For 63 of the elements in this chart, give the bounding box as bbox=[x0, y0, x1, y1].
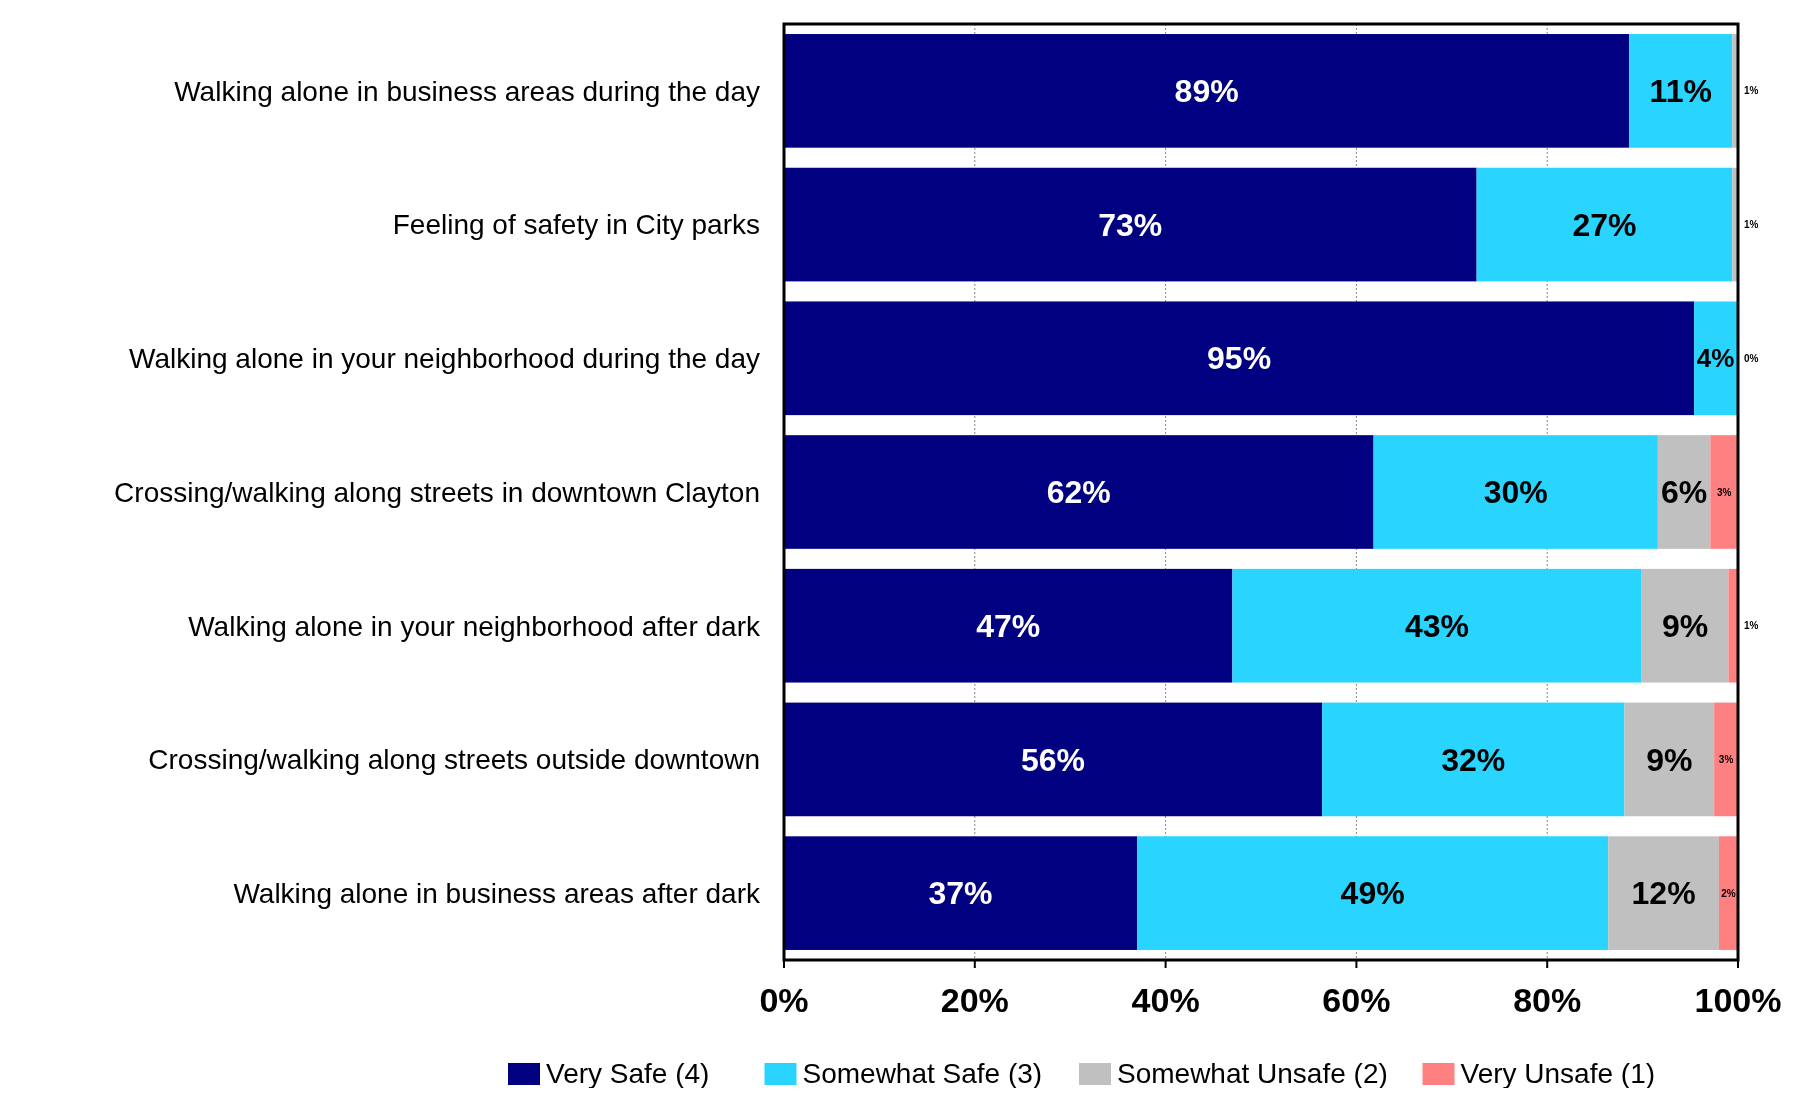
bar bbox=[1476, 167, 1733, 282]
legend-label: Very Unsafe (1) bbox=[1460, 1058, 1656, 1089]
y-tick-label: Walking alone in your neighborhood during the day bbox=[129, 343, 760, 375]
data-label: 12% bbox=[1631, 875, 1696, 912]
data-label: 3% bbox=[1716, 486, 1732, 498]
data-label: 56% bbox=[1021, 741, 1086, 778]
data-label: 95% bbox=[1207, 340, 1272, 377]
x-tick-label: 20% bbox=[940, 981, 1009, 1019]
data-label: 32% bbox=[1441, 741, 1506, 778]
bar bbox=[1322, 702, 1625, 817]
data-label: 3% bbox=[1718, 753, 1734, 765]
data-label: 6% bbox=[1660, 474, 1708, 511]
bar bbox=[1624, 702, 1715, 817]
data-label: 9% bbox=[1661, 607, 1709, 644]
bar bbox=[1714, 702, 1738, 817]
x-tick-label: 80% bbox=[1513, 981, 1582, 1019]
y-tick-label: Crossing/walking along streets in downtown Clayton bbox=[114, 476, 760, 508]
bar bbox=[1694, 301, 1738, 416]
bar bbox=[1373, 435, 1658, 549]
legend-label: Somewhat Safe (3) bbox=[802, 1058, 1043, 1089]
x-tick-label: 60% bbox=[1322, 981, 1391, 1019]
bar bbox=[1718, 836, 1738, 950]
bar bbox=[1136, 836, 1609, 950]
x-tick-label: 40% bbox=[1131, 981, 1200, 1019]
bar bbox=[784, 702, 1323, 817]
data-label: 49% bbox=[1340, 875, 1405, 912]
data-label: 43% bbox=[1404, 607, 1470, 644]
y-tick-label: Walking alone in business areas during the day bbox=[174, 75, 760, 107]
legend-label: Very Safe (4) bbox=[546, 1058, 710, 1089]
data-label: 89% bbox=[1174, 73, 1239, 110]
bar bbox=[784, 568, 1233, 683]
bar bbox=[784, 167, 1477, 282]
data-label: 73% bbox=[1098, 206, 1163, 243]
legend-label: Somewhat Unsafe (2) bbox=[1117, 1058, 1388, 1089]
data-label: 2% bbox=[1721, 887, 1736, 899]
y-tick-label: Crossing/walking along streets outside downtown bbox=[148, 744, 760, 776]
data-label: 4% bbox=[1696, 343, 1735, 374]
bar bbox=[1629, 34, 1733, 148]
data-label: 1% bbox=[1744, 219, 1759, 231]
x-tick-label: 0% bbox=[759, 981, 809, 1019]
bar bbox=[784, 34, 1630, 148]
data-label: 47% bbox=[976, 607, 1041, 644]
bar bbox=[1728, 568, 1738, 683]
bar bbox=[1710, 435, 1738, 549]
y-tick-label: Walking alone in your neighborhood after dark bbox=[188, 610, 761, 642]
y-tick-label: Walking alone in business areas after dark bbox=[233, 877, 761, 909]
data-label: 30% bbox=[1483, 474, 1548, 511]
bar bbox=[1232, 568, 1642, 683]
data-label: 1% bbox=[1744, 85, 1759, 97]
data-label: 9% bbox=[1646, 741, 1693, 778]
bar bbox=[784, 836, 1137, 950]
data-label: 62% bbox=[1046, 474, 1111, 511]
data-label: 0% bbox=[1744, 352, 1759, 364]
data-label: 27% bbox=[1572, 206, 1637, 243]
bar bbox=[784, 435, 1374, 549]
y-tick-label: Feeling of safety in City parks bbox=[392, 209, 760, 241]
data-label: 11% bbox=[1649, 73, 1712, 110]
bar bbox=[1641, 568, 1729, 683]
bar bbox=[1608, 836, 1719, 950]
bar bbox=[784, 301, 1695, 416]
data-label: 1% bbox=[1744, 620, 1759, 632]
data-label: 37% bbox=[928, 875, 993, 912]
x-tick-label: 100% bbox=[1694, 981, 1782, 1019]
